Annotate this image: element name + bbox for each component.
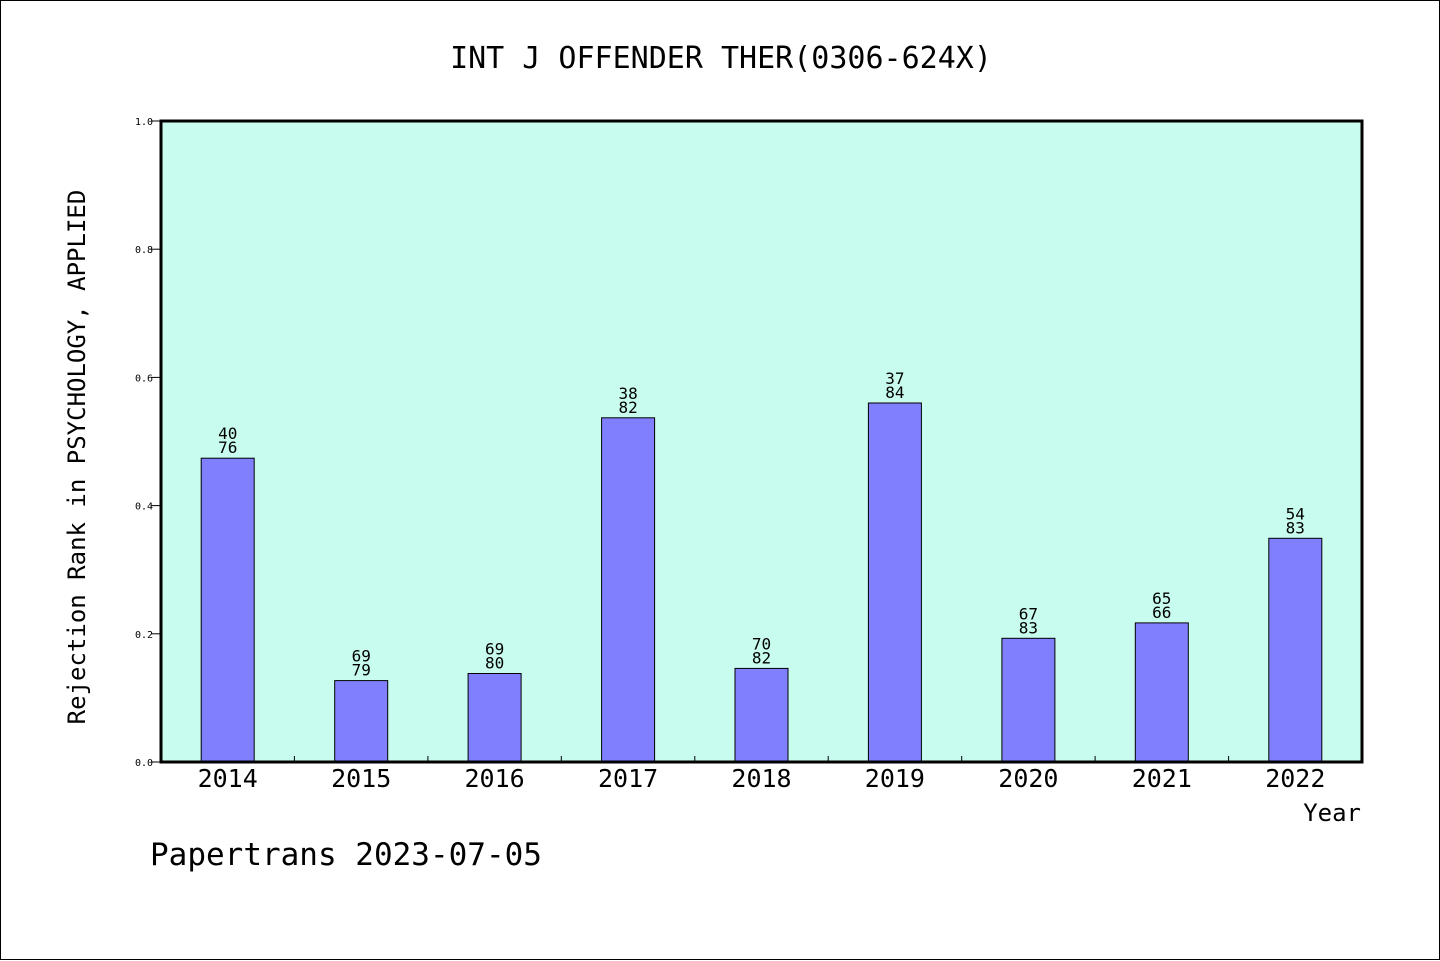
bar-2016 xyxy=(467,673,522,763)
bar-label-bottom-2020: 83 xyxy=(1019,618,1038,637)
x-tick-label-2020: 2020 xyxy=(998,764,1058,793)
bar-label-top-2016: 69 xyxy=(485,640,504,659)
bar-label-bottom-2016: 80 xyxy=(485,654,504,673)
y-tick-label-0.6: 0.6 xyxy=(135,373,153,384)
x-tick-label-2015: 2015 xyxy=(331,764,391,793)
bar-label-bottom-2015: 79 xyxy=(352,661,371,680)
bar-label-top-2017: 38 xyxy=(618,384,637,403)
bar-2020 xyxy=(1001,637,1056,763)
bar-label-top-2021: 65 xyxy=(1152,589,1171,608)
y-tick-label-0.0: 0.0 xyxy=(135,758,153,769)
x-tick-label-2016: 2016 xyxy=(464,764,524,793)
bar-2014 xyxy=(200,457,255,763)
x-axis-label: Year xyxy=(1303,799,1361,827)
bar-label-bottom-2017: 82 xyxy=(618,398,637,417)
bar-label-top-2014: 40 xyxy=(218,424,237,443)
bar-label-bottom-2014: 76 xyxy=(218,438,237,457)
bar-label-top-2015: 69 xyxy=(352,647,371,666)
bar-2017 xyxy=(601,417,656,763)
bar-label-top-2019: 37 xyxy=(885,369,904,388)
plot-border xyxy=(159,119,1364,764)
bar-2021 xyxy=(1134,622,1189,763)
y-tick-label-0.8: 0.8 xyxy=(135,245,153,256)
ticks-layer: 2014 2015 2016 2017 2018 2019 2020 2021 2022 0.0 0… xyxy=(135,117,1325,793)
bar-label-top-2018: 70 xyxy=(752,634,771,653)
chart-title: INT J OFFENDER THER(0306-624X) xyxy=(450,41,992,76)
y-tick-label-0.2: 0.2 xyxy=(135,630,153,641)
x-tick-label-2019: 2019 xyxy=(865,764,925,793)
bar-label-bottom-2022: 83 xyxy=(1286,518,1305,537)
bar-label-bottom-2019: 84 xyxy=(885,383,904,402)
x-tick-label-2022: 2022 xyxy=(1265,764,1325,793)
bar-label-bottom-2018: 82 xyxy=(752,648,771,667)
footer-credit: Papertrans 2023-07-05 xyxy=(150,837,542,873)
bar-2018 xyxy=(734,667,789,763)
x-tick-label-2021: 2021 xyxy=(1132,764,1192,793)
bar-2022 xyxy=(1268,537,1323,763)
x-tick-label-2017: 2017 xyxy=(598,764,658,793)
bar-2015 xyxy=(334,680,389,763)
y-axis-label: Rejection Rank in PSYCHOLOGY, APPLIED xyxy=(63,190,91,725)
bar-label-top-2022: 54 xyxy=(1286,504,1305,523)
bar-label-top-2020: 67 xyxy=(1019,604,1038,623)
x-tick-label-2018: 2018 xyxy=(731,764,791,793)
y-tick-label-0.4: 0.4 xyxy=(135,502,153,513)
x-tick-label-2014: 2014 xyxy=(198,764,258,793)
bar-2019 xyxy=(867,402,922,763)
y-tick-label-1.0: 1.0 xyxy=(135,117,153,128)
bar-label-bottom-2021: 66 xyxy=(1152,603,1171,622)
